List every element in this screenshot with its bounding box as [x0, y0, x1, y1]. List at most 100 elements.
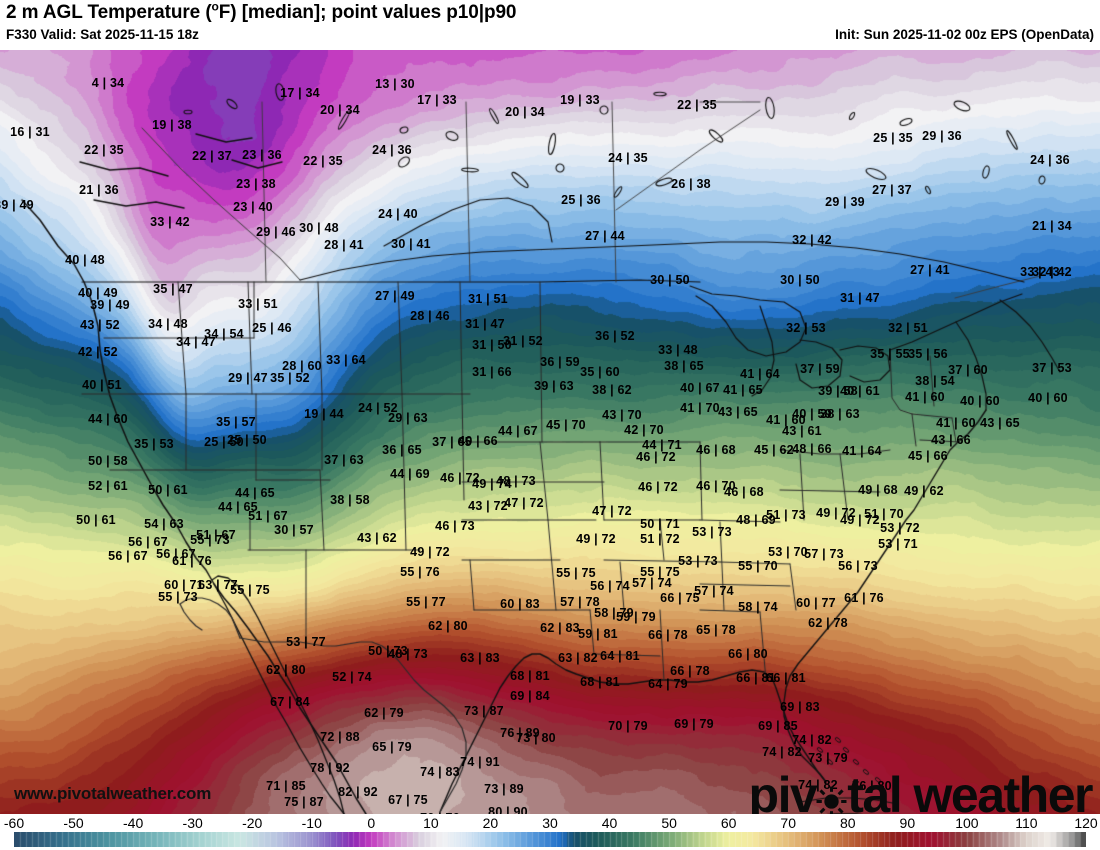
- colorbar-tick-50: 50: [661, 815, 677, 831]
- point-value-label: 65 | 78: [696, 622, 736, 637]
- point-value-label: 52 | 74: [332, 669, 372, 684]
- point-value-label: 37 | 60: [948, 362, 988, 377]
- point-value-label: 59 | 81: [578, 626, 618, 641]
- point-value-label: 56 | 67: [108, 548, 148, 563]
- point-value-label: 66 | 80: [728, 646, 768, 661]
- point-value-label: 69 | 85: [758, 718, 798, 733]
- point-value-label: 30 | 57: [274, 522, 314, 537]
- colorbar-tick--60: -60: [3, 815, 25, 831]
- color-scale-gradient: [14, 832, 1086, 847]
- point-value-label: 38 | 65: [664, 358, 704, 373]
- point-value-label: 64 | 81: [600, 648, 640, 663]
- colorbar-tick-80: 80: [839, 815, 856, 831]
- point-value-label: 56 | 74: [590, 578, 630, 593]
- point-value-label: 33 | 43: [1020, 264, 1060, 279]
- point-value-label: 41 | 64: [842, 443, 882, 458]
- point-value-label: 46 | 72: [440, 470, 480, 485]
- point-value-label: 31 | 51: [468, 291, 508, 306]
- point-value-label: 57 | 74: [632, 575, 672, 590]
- point-value-label: 40 | 60: [960, 393, 1000, 408]
- point-value-label: 51 | 73: [766, 507, 806, 522]
- point-value-label: 40 | 49: [78, 285, 118, 300]
- point-value-label: 44 | 71: [642, 437, 682, 452]
- point-value-label: 64 | 79: [648, 676, 688, 691]
- point-value-label: 45 | 62: [754, 442, 794, 457]
- point-value-label: 46 | 68: [724, 484, 764, 499]
- point-value-label: 40 | 66: [458, 433, 498, 448]
- point-value-label: 41 | 60: [766, 412, 806, 427]
- point-value-label: 27 | 44: [585, 228, 625, 243]
- point-value-label: 30 | 50: [650, 272, 690, 287]
- colorbar-tick-20: 20: [482, 815, 499, 831]
- point-value-label: 43 | 70: [602, 407, 642, 422]
- point-value-label: 74 | 82: [798, 777, 838, 792]
- point-value-label: 43 | 66: [931, 432, 971, 447]
- colorbar-tick-70: 70: [780, 815, 797, 831]
- point-value-label: 45 | 66: [908, 448, 948, 463]
- point-value-label: 62 | 79: [364, 705, 404, 720]
- point-value-label: 75 | 87: [284, 794, 324, 809]
- point-value-label: 56 | 67: [156, 546, 196, 561]
- point-value-label: 71 | 85: [266, 778, 306, 793]
- point-value-label: 43 | 65: [980, 415, 1020, 430]
- color-scale-bar: -60 -50 -40 -30 -20 -10 0 10 20 30 40 50 60 70 80 90 100…: [0, 814, 1100, 850]
- point-value-label: 36 | 52: [595, 328, 635, 343]
- point-value-label: 53 | 77: [286, 634, 326, 649]
- point-value-label: 29 | 39: [825, 194, 865, 209]
- point-value-label: 35 | 56: [908, 346, 948, 361]
- point-value-label: 23 | 36: [242, 147, 282, 162]
- logo-text-a: piv: [748, 767, 818, 814]
- colorbar-tick-0: 0: [367, 815, 376, 831]
- point-value-label: 4 | 34: [91, 75, 125, 90]
- point-value-label: 55 | 73: [158, 589, 198, 604]
- point-value-label: 68 | 81: [580, 674, 620, 689]
- point-value-label: 44 | 67: [498, 423, 538, 438]
- point-value-label: 32 | 42: [1032, 264, 1072, 279]
- point-value-label: 40 | 51: [82, 377, 122, 392]
- point-value-label: 35 | 52: [270, 370, 310, 385]
- colorbar-tick--10: -10: [301, 815, 322, 831]
- point-value-label: 22 | 35: [84, 142, 124, 157]
- colorbar-tick-40: 40: [601, 815, 618, 831]
- point-value-label: 37 | 53: [1032, 360, 1072, 375]
- point-value-label: 52 | 61: [88, 478, 128, 493]
- site-watermark: www.pivotalweather.com: [14, 784, 212, 803]
- point-value-label: 69 | 84: [510, 688, 550, 703]
- point-value-label: 35 | 53: [134, 436, 174, 451]
- point-value-label: 63 | 83: [460, 650, 500, 665]
- point-value-label: 57 | 74: [694, 583, 734, 598]
- point-value-label: 23 | 40: [233, 199, 273, 214]
- point-value-label: 34 | 48: [148, 316, 188, 331]
- point-value-label: 25 | 35: [873, 130, 913, 145]
- point-value-label: 25 | 50: [204, 434, 244, 449]
- point-value-label: 43 | 62: [357, 530, 397, 545]
- point-value-label: 37 | 63: [324, 452, 364, 467]
- point-value-label: 66 | 81: [736, 670, 776, 685]
- point-value-label: 43 | 72: [468, 498, 508, 513]
- point-value-label: 49 | 72: [816, 505, 856, 520]
- point-value-label: 39 | 49: [90, 297, 130, 312]
- point-value-label: 53 | 71: [878, 536, 918, 551]
- init-time-label: Init: Sun 2025-11-02 00z EPS (OpenData): [835, 27, 1094, 42]
- point-value-label: 49 | 72: [410, 544, 450, 559]
- map-header: 2 m AGL Temperature (oF) [median]; point…: [0, 0, 1100, 50]
- point-value-label: 63 | 77: [198, 577, 238, 592]
- point-value-label: 58 | 74: [738, 599, 778, 614]
- logo-text-b: tal weather: [847, 767, 1093, 814]
- point-value-label: 35 | 60: [580, 364, 620, 379]
- point-value-label: 47 | 72: [592, 503, 632, 518]
- point-value-label: 38 | 62: [592, 382, 632, 397]
- point-value-label: 42 | 52: [78, 344, 118, 359]
- point-value-label: 31 | 47: [840, 290, 880, 305]
- point-value-label: 44 | 69: [390, 466, 430, 481]
- point-value-label: 39 | 58: [818, 383, 858, 398]
- point-value-label: 73 | 80: [516, 730, 556, 745]
- point-value-label: 55 | 73: [190, 532, 230, 547]
- point-value-label: 48 | 69: [736, 512, 776, 527]
- point-value-label: 31 | 50: [472, 337, 512, 352]
- point-value-label: 46 | 68: [696, 442, 736, 457]
- point-value-label: 48 | 66: [792, 441, 832, 456]
- point-value-label: 27 | 49: [375, 288, 415, 303]
- map-viewport[interactable]: 4 | 34 16 | 31 19 | 38 22 | 35 21 | 36 39 | 4…: [0, 50, 1100, 814]
- point-value-label: 49 | 72: [840, 512, 880, 527]
